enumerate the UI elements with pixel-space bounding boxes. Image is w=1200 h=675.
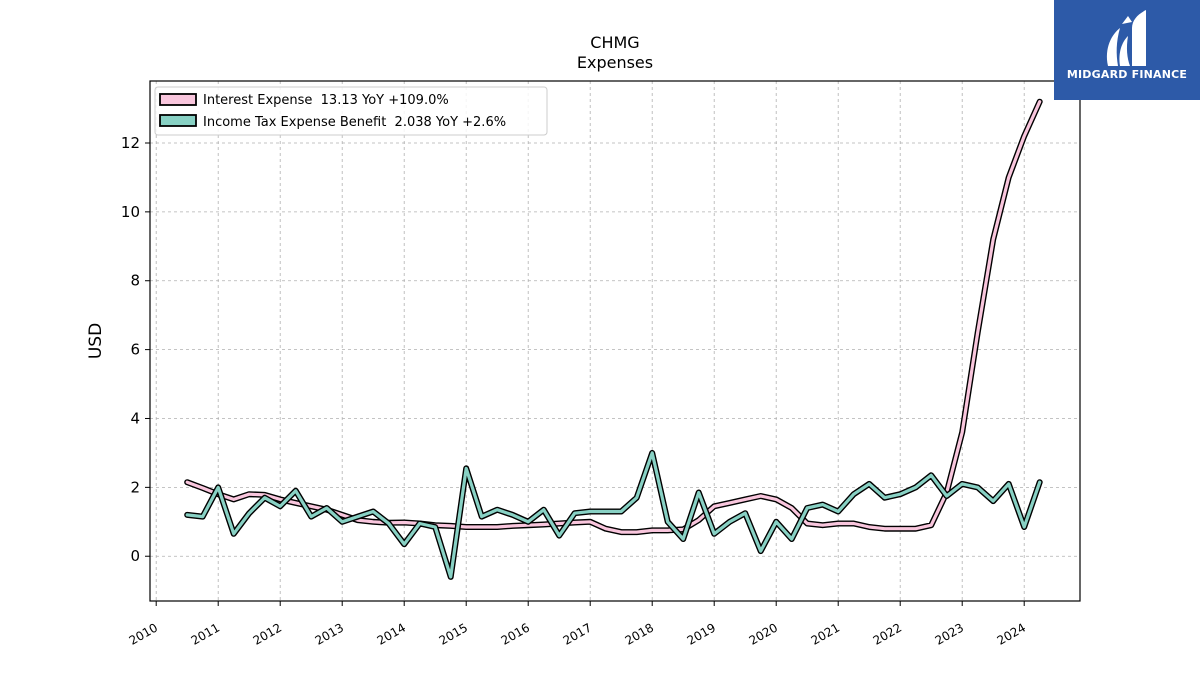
x-tick-label: 2015: [437, 620, 470, 647]
x-tick-label: 2012: [251, 620, 284, 647]
x-tick-label: 2019: [685, 620, 718, 647]
y-tick-label: 4: [130, 409, 140, 427]
y-tick-label: 8: [130, 272, 140, 290]
x-tick-label: 2016: [499, 620, 532, 647]
legend-swatch-income-tax: [159, 114, 197, 127]
y-axis-label: USD: [86, 323, 106, 359]
series-line-income-tax-expense-benefit: [185, 451, 1042, 579]
x-tick-label: 2010: [127, 620, 160, 647]
y-tick-label: 6: [130, 341, 140, 359]
chart-title: CHMG: [590, 33, 639, 52]
y-tick-label: 12: [121, 134, 140, 152]
x-tick-label: 2014: [375, 620, 408, 647]
y-axis-ticks: 0 2 4 6 8 10 12: [121, 134, 150, 565]
y-tick-label: 0: [130, 547, 140, 565]
x-tick-label: 2023: [933, 620, 966, 647]
midgard-logo-icon: [1106, 10, 1146, 66]
plot-frame: [149, 80, 1081, 602]
series-lines: [184, 98, 1043, 580]
x-tick-label: 2020: [747, 620, 780, 647]
brand-logo: MIDGARD FINANCE: [1054, 0, 1200, 100]
x-tick-label: 2011: [189, 620, 222, 647]
y-tick-label: 2: [130, 478, 140, 496]
grid: [150, 81, 1080, 601]
x-tick-label: 2022: [871, 620, 904, 647]
x-axis-ticks: 2010 2011 2012 2013 2014 2015 2016 2017 2018 2019…: [127, 601, 1028, 648]
legend-swatch-interest-expense: [159, 93, 197, 106]
chart-subtitle: Expenses: [577, 53, 653, 72]
series-outline-interest-expense: [184, 98, 1043, 536]
y-tick-label: 10: [121, 203, 140, 221]
x-tick-label: 2021: [809, 620, 842, 647]
x-tick-label: 2024: [995, 620, 1028, 647]
x-tick-label: 2018: [623, 620, 656, 647]
x-tick-label: 2013: [313, 620, 346, 647]
legend-box: [154, 86, 548, 136]
series-line-interest-expense: [185, 100, 1042, 534]
brand-name: MIDGARD FINANCE: [1066, 68, 1188, 81]
legend: Interest Expense 13.13 YoY +109.0% Incom…: [154, 86, 548, 136]
legend-label-income-tax: Income Tax Expense Benefit 2.038 YoY +2.…: [203, 115, 506, 130]
x-tick-label: 2017: [561, 620, 594, 647]
legend-label-interest-expense: Interest Expense 13.13 YoY +109.0%: [203, 93, 449, 108]
